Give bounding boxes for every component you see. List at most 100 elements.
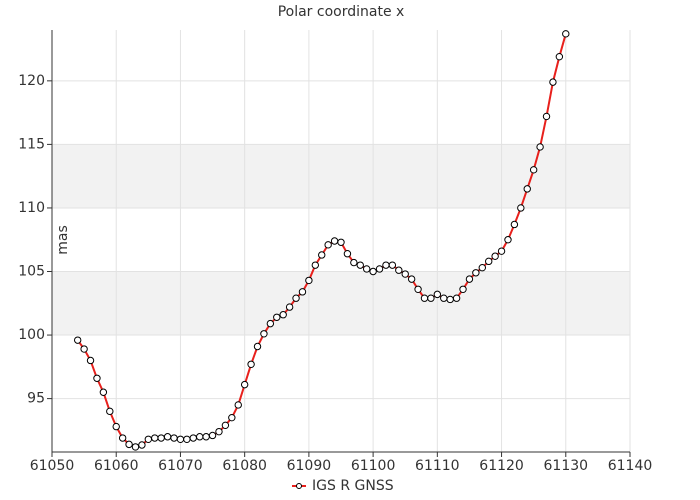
data-point bbox=[407, 275, 416, 283]
data-point bbox=[497, 247, 506, 255]
data-point bbox=[247, 360, 255, 368]
data-point bbox=[440, 294, 448, 302]
data-point bbox=[99, 388, 108, 396]
data-point bbox=[260, 330, 268, 338]
data-point bbox=[555, 52, 564, 61]
data-point bbox=[356, 261, 364, 269]
data-point bbox=[517, 204, 525, 212]
x-tick-label: 61090 bbox=[287, 458, 332, 474]
data-point bbox=[157, 434, 165, 442]
data-point bbox=[228, 413, 236, 422]
data-point bbox=[144, 435, 153, 443]
y-axis-label: mas bbox=[55, 225, 71, 255]
legend-marker bbox=[296, 483, 302, 489]
y-tick-label: 95 bbox=[27, 391, 45, 407]
data-point bbox=[343, 250, 352, 258]
data-point bbox=[549, 78, 557, 86]
grid-band bbox=[52, 271, 630, 336]
data-point bbox=[118, 434, 127, 442]
data-point bbox=[472, 269, 480, 277]
x-tick-label: 61050 bbox=[30, 458, 75, 474]
series-line bbox=[76, 33, 567, 448]
data-point bbox=[240, 380, 249, 389]
data-point bbox=[318, 251, 326, 259]
data-point bbox=[529, 166, 538, 174]
data-point bbox=[125, 440, 133, 449]
data-point bbox=[138, 441, 146, 449]
data-point bbox=[504, 236, 512, 244]
data-point bbox=[80, 345, 88, 353]
data-point bbox=[311, 261, 320, 269]
data-point bbox=[446, 295, 454, 304]
y-tick-label: 100 bbox=[18, 327, 45, 343]
data-point bbox=[215, 427, 223, 436]
data-point bbox=[465, 275, 474, 283]
data-point bbox=[523, 185, 531, 193]
data-point bbox=[106, 407, 114, 416]
data-point bbox=[414, 285, 422, 294]
data-point bbox=[208, 431, 217, 440]
data-point bbox=[562, 30, 570, 38]
data-point bbox=[253, 342, 262, 351]
data-point bbox=[401, 270, 409, 278]
data-point bbox=[330, 237, 339, 245]
data-point bbox=[221, 421, 230, 430]
data-point bbox=[375, 265, 384, 273]
data-point bbox=[279, 311, 287, 319]
x-tick-label: 61070 bbox=[158, 458, 203, 474]
y-tick-label: 120 bbox=[18, 73, 45, 89]
data-point bbox=[388, 261, 397, 269]
data-point bbox=[542, 112, 551, 121]
data-point bbox=[427, 294, 435, 302]
data-point bbox=[202, 433, 210, 441]
data-point bbox=[163, 433, 172, 441]
legend-label: IGS R GNSS bbox=[312, 478, 394, 494]
data-point bbox=[510, 220, 519, 229]
data-point bbox=[131, 443, 140, 451]
chart-title: Polar coordinate x bbox=[278, 4, 405, 20]
data-point bbox=[112, 422, 120, 431]
x-tick-label: 61140 bbox=[608, 458, 653, 474]
data-point bbox=[420, 294, 429, 302]
data-point bbox=[292, 294, 300, 302]
data-point bbox=[536, 143, 544, 151]
data-point bbox=[285, 303, 294, 311]
data-point bbox=[189, 434, 197, 442]
x-tick-label: 61130 bbox=[544, 458, 589, 474]
data-point bbox=[485, 257, 493, 266]
x-tick-label: 61100 bbox=[351, 458, 396, 474]
data-point bbox=[196, 433, 204, 441]
x-tick-label: 61080 bbox=[222, 458, 267, 474]
data-point bbox=[298, 288, 307, 296]
y-tick-label: 110 bbox=[18, 200, 45, 216]
data-point bbox=[73, 336, 82, 344]
data-point bbox=[170, 434, 178, 442]
data-point bbox=[369, 267, 377, 276]
data-point bbox=[234, 401, 242, 409]
x-tick-label: 61110 bbox=[415, 458, 460, 474]
data-point bbox=[86, 356, 95, 365]
data-point bbox=[395, 266, 403, 274]
data-point bbox=[452, 294, 461, 302]
data-point bbox=[382, 261, 390, 269]
data-point bbox=[183, 435, 191, 443]
data-point bbox=[176, 435, 185, 443]
x-tick-label: 61120 bbox=[479, 458, 524, 474]
data-point bbox=[337, 238, 345, 246]
grid-band bbox=[52, 144, 630, 208]
data-point bbox=[362, 265, 371, 273]
data-point bbox=[273, 313, 281, 321]
data-point bbox=[459, 285, 467, 294]
data-point bbox=[151, 434, 159, 442]
x-tick-label: 61060 bbox=[94, 458, 139, 474]
data-point bbox=[433, 290, 442, 299]
data-point bbox=[350, 258, 358, 267]
y-tick-label: 115 bbox=[18, 136, 45, 152]
data-point bbox=[305, 276, 313, 285]
data-point bbox=[93, 374, 101, 382]
data-point bbox=[478, 263, 486, 272]
data-point bbox=[491, 252, 499, 260]
y-tick-label: 105 bbox=[18, 264, 45, 280]
data-point bbox=[324, 241, 332, 249]
